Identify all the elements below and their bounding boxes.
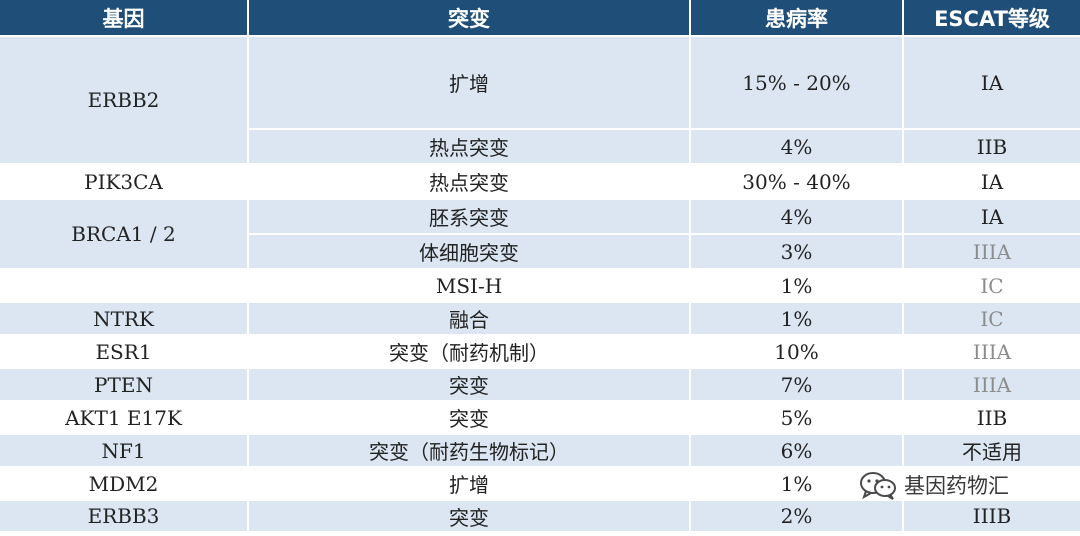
escat-cell: IIB xyxy=(903,401,1080,435)
prevalence-cell: 5% xyxy=(690,401,904,435)
wechat-icon xyxy=(860,472,896,500)
prevalence-cell: 7% xyxy=(690,368,904,402)
table-row: ERBB2 扩增 15% - 20% IA xyxy=(0,36,1080,165)
gene-cell: ERBB3 xyxy=(0,500,249,533)
escat-cell: IA xyxy=(903,36,1080,130)
mutation-cell: 扩增 xyxy=(248,36,691,130)
prevalence-cell: 1% xyxy=(690,269,904,303)
mutation-cell: 热点突变 xyxy=(248,164,691,200)
table-row: AKT1 E17K 突变 5% IIB xyxy=(0,401,1080,435)
gene-cell xyxy=(0,269,249,303)
gene-cell: BRCA1 / 2 xyxy=(0,199,249,270)
prevalence-cell: 15% - 20% xyxy=(690,36,904,130)
table-row: 热点突变 4% IIB xyxy=(0,129,1080,165)
table-row: ERBB3 突变 2% IIIB xyxy=(0,500,1080,533)
header-mutation: 突变 xyxy=(248,0,691,37)
table-row: 体细胞突变 3% IIIA xyxy=(0,234,1080,270)
mutation-cell: 体细胞突变 xyxy=(248,234,691,270)
prevalence-cell: 30% - 40% xyxy=(690,164,904,200)
header-gene: 基因 xyxy=(0,0,249,37)
prevalence-cell: 4% xyxy=(690,129,904,165)
escat-cell: IA xyxy=(903,199,1080,235)
table-row: MSI-H 1% IC xyxy=(0,269,1080,303)
table-row: BRCA1 / 2 胚系突变 4% IA xyxy=(0,199,1080,270)
escat-cell: IIIA xyxy=(903,335,1080,369)
prevalence-cell: 3% xyxy=(690,234,904,270)
prevalence-cell: 6% xyxy=(690,434,904,468)
mutation-cell: 突变 xyxy=(248,368,691,402)
mutation-cell: 热点突变 xyxy=(248,129,691,165)
mutation-cell: 突变（耐药机制） xyxy=(248,335,691,369)
mutation-cell: 突变 xyxy=(248,401,691,435)
escat-cell: IIIB xyxy=(903,500,1080,533)
prevalence-cell: 10% xyxy=(690,335,904,369)
mutation-cell: 突变 xyxy=(248,500,691,533)
escat-cell: 不适用 xyxy=(903,434,1080,468)
table-row: MDM2 扩增 1% xyxy=(0,467,1080,501)
watermark: 基因药物汇 xyxy=(858,470,1009,500)
escat-cell: IIIA xyxy=(903,368,1080,402)
gene-cell: ERBB2 xyxy=(0,36,249,165)
prevalence-cell: 4% xyxy=(690,199,904,235)
header-escat: ESCAT等级 xyxy=(903,0,1080,37)
mutation-cell: 融合 xyxy=(248,302,691,336)
header-row: 基因 突变 患病率 ESCAT等级 xyxy=(0,0,1080,37)
table-row: ESR1 突变（耐药机制） 10% IIIA xyxy=(0,335,1080,369)
escat-cell: IIB xyxy=(903,129,1080,165)
escat-cell: IC xyxy=(903,269,1080,303)
table-row: NF1 突变（耐药生物标记） 6% 不适用 xyxy=(0,434,1080,468)
table-row: PIK3CA 热点突变 30% - 40% IA xyxy=(0,164,1080,200)
table-row: PTEN 突变 7% IIIA xyxy=(0,368,1080,402)
header-prevalence: 患病率 xyxy=(690,0,904,37)
escat-cell: IC xyxy=(903,302,1080,336)
mutation-cell: 胚系突变 xyxy=(248,199,691,235)
escat-cell xyxy=(903,467,1080,501)
escat-cell: IIIA xyxy=(903,234,1080,270)
mutation-cell: 扩增 xyxy=(248,467,691,501)
prevalence-cell: 2% xyxy=(690,500,904,533)
table-row: NTRK 融合 1% IC xyxy=(0,302,1080,336)
escat-cell: IA xyxy=(903,164,1080,200)
gene-cell: AKT1 E17K xyxy=(0,401,249,435)
gene-cell: PIK3CA xyxy=(0,164,249,200)
watermark-text: 基因药物汇 xyxy=(904,474,1009,498)
gene-cell: PTEN xyxy=(0,368,249,402)
gene-cell: MDM2 xyxy=(0,467,249,501)
mutation-cell: 突变（耐药生物标记） xyxy=(248,434,691,468)
mutation-cell: MSI-H xyxy=(248,269,691,303)
gene-cell: ESR1 xyxy=(0,335,249,369)
gene-cell: NF1 xyxy=(0,434,249,468)
prevalence-cell: 1% xyxy=(690,302,904,336)
gene-cell: NTRK xyxy=(0,302,249,336)
